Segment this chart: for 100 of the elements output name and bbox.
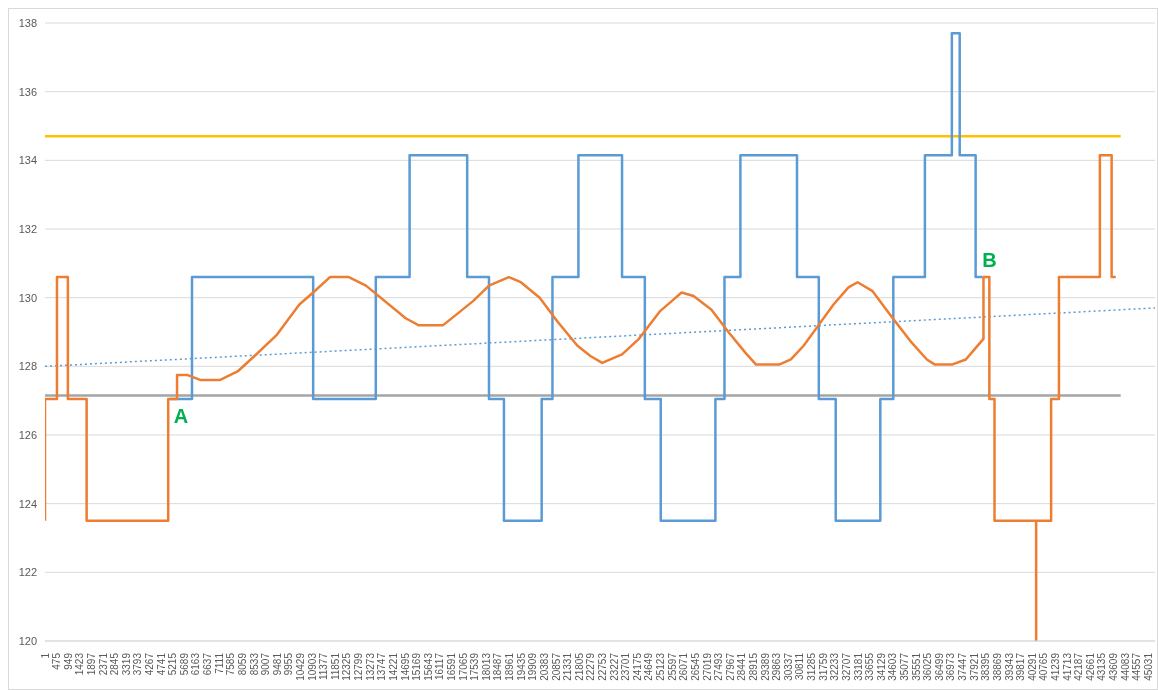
x-tick-label: 949 [62, 652, 74, 670]
x-tick-label: 29389 [759, 652, 771, 681]
x-tick-label: 25123 [655, 652, 667, 681]
x-tick-label: 18013 [480, 652, 492, 681]
x-tick-label: 44083 [1119, 652, 1131, 681]
x-tick-label: 15169 [411, 652, 423, 681]
y-tick-label: 120 [18, 634, 37, 647]
y-tick-label: 122 [18, 566, 37, 579]
x-tick-label: 27967 [724, 652, 736, 681]
x-tick-label: 1 [39, 652, 51, 659]
x-tick-label: 42187 [1073, 652, 1085, 681]
x-tick-label: 27493 [713, 652, 725, 681]
x-tick-label: 30811 [794, 652, 806, 681]
x-tick-label: 44557 [1131, 652, 1143, 681]
x-tick-label: 43609 [1108, 652, 1120, 681]
x-tick-label: 33181 [852, 652, 864, 681]
y-tick-label: 130 [18, 291, 37, 304]
x-tick-label: 40291 [1026, 652, 1038, 681]
x-tick-label: 28915 [748, 652, 759, 681]
x-tick-label: 5689 [178, 652, 190, 676]
x-tick-label: 18487 [492, 652, 504, 681]
x-tick-label: 34129 [875, 652, 887, 681]
x-tick-label: 7111 [213, 652, 225, 674]
x-tick-label: 41239 [1049, 652, 1061, 681]
x-tick-label: 31285 [806, 652, 818, 681]
x-tick-label: 17539 [469, 652, 481, 681]
x-tick-label: 4267 [144, 652, 156, 676]
x-tick-label: 17065 [457, 652, 469, 681]
x-tick-label: 36973 [945, 652, 957, 681]
x-tick-label: 28441 [736, 652, 748, 681]
x-tick-label: 38395 [980, 652, 992, 681]
x-tick-label: 6637 [202, 652, 214, 676]
x-tick-label: 23227 [608, 652, 620, 681]
x-tick-label: 16117 [434, 652, 446, 681]
x-tick-label: 42661 [1084, 652, 1096, 681]
y-tick-label: 134 [18, 154, 37, 167]
x-tick-label: 33655 [864, 652, 876, 681]
x-tick-label: 37447 [957, 652, 969, 681]
x-tick-label: 23701 [620, 652, 632, 681]
x-tick-label: 1897 [85, 652, 97, 676]
x-tick-label: 32233 [829, 652, 841, 681]
x-tick-label: 8059 [236, 652, 248, 676]
x-tick-label: 45031 [1142, 652, 1154, 681]
x-tick-label: 5215 [167, 652, 179, 676]
y-tick-label: 128 [18, 360, 37, 373]
x-tick-label: 29863 [771, 652, 783, 681]
x-tick-label: 7585 [225, 652, 237, 676]
x-tick-label: 12325 [341, 652, 353, 681]
x-tick-label: 18961 [504, 652, 516, 681]
x-tick-label: 22279 [585, 652, 597, 681]
y-tick-label: 138 [18, 16, 37, 29]
x-tick-label: 32707 [840, 652, 852, 681]
x-tick-label: 34603 [887, 652, 899, 681]
x-tick-label: 14695 [399, 652, 411, 681]
x-tick-label: 35551 [910, 652, 922, 681]
x-tick-label: 27019 [701, 652, 713, 681]
x-tick-label: 2371 [97, 652, 109, 676]
x-tick-label: 24175 [631, 652, 643, 681]
x-tick-label: 10429 [295, 652, 307, 681]
y-tick-label: 124 [18, 497, 37, 510]
x-tick-label: 24649 [643, 652, 655, 681]
x-tick-label: 9007 [260, 652, 272, 676]
x-tick-label: 19909 [527, 652, 539, 681]
x-tick-label: 41713 [1061, 652, 1073, 681]
x-tick-label: 1423 [74, 652, 86, 676]
x-tick-label: 35077 [899, 652, 910, 681]
x-tick-label: 26071 [678, 652, 690, 681]
x-tick-label: 36499 [933, 652, 945, 681]
x-tick-label: 26545 [689, 652, 701, 681]
x-tick-label: 19435 [515, 652, 527, 681]
x-tick-label: 21805 [573, 652, 585, 681]
x-tick-label: 37921 [968, 652, 980, 681]
x-tick-label: 9955 [283, 652, 295, 676]
x-tick-label: 16591 [446, 652, 458, 681]
x-tick-label: 39817 [1015, 652, 1027, 681]
annotation: A [173, 404, 189, 427]
x-tick-label: 13273 [364, 652, 376, 681]
x-tick-label: 10903 [306, 652, 318, 681]
x-tick-label: 39343 [1003, 652, 1015, 681]
y-tick-label: 132 [18, 222, 37, 235]
x-tick-label: 3319 [120, 652, 132, 676]
x-tick-label: 475 [51, 652, 63, 670]
x-tick-label: 25597 [666, 652, 678, 681]
x-tick-label: 38869 [991, 652, 1003, 681]
x-tick-label: 8533 [248, 652, 260, 676]
annotation: B [982, 249, 997, 272]
x-tick-label: 30337 [782, 652, 794, 681]
x-tick-label: 9481 [271, 652, 283, 676]
x-tick-label: 6163 [190, 652, 202, 676]
x-tick-label: 20857 [550, 652, 562, 681]
x-tick-label: 14221 [387, 652, 399, 681]
x-tick-label: 3793 [132, 652, 144, 676]
x-tick-label: 22753 [597, 652, 609, 681]
x-tick-label: 31759 [817, 652, 829, 681]
x-tick-label: 11851 [329, 652, 341, 681]
x-tick-label: 36025 [922, 652, 934, 681]
x-tick-label: 4741 [155, 652, 167, 676]
x-tick-label: 20383 [538, 652, 550, 681]
x-tick-label: 2845 [109, 652, 121, 676]
line-series [45, 153, 1118, 641]
